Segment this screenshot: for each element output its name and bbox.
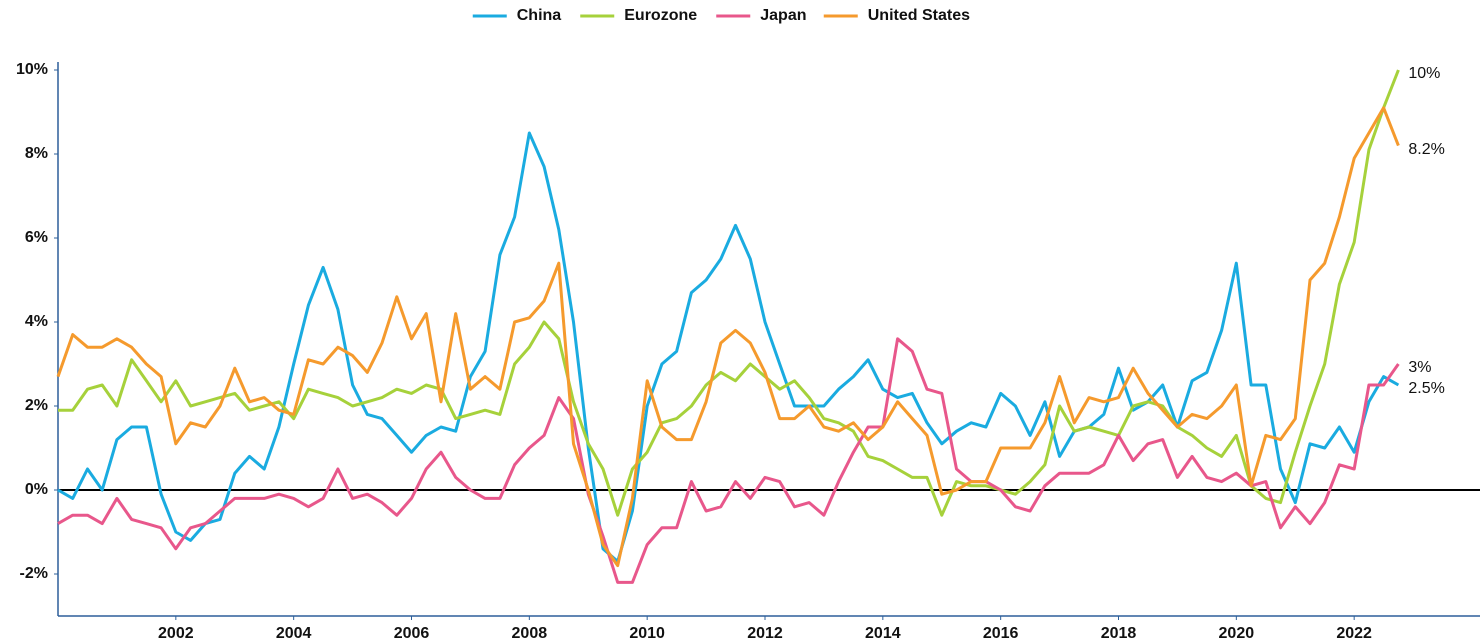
x-tick-label: 2008	[512, 625, 548, 642]
x-tick-label: 2014	[865, 625, 901, 642]
end-label: 2.5%	[1408, 380, 1444, 397]
y-tick-label: 2%	[25, 397, 48, 414]
end-label: 3%	[1408, 359, 1431, 376]
end-label: 10%	[1408, 65, 1440, 82]
end-label: 8.2%	[1408, 141, 1444, 158]
y-tick-label: 6%	[25, 229, 48, 246]
series-line	[58, 69, 1400, 517]
legend-label: Japan	[760, 7, 806, 24]
series-line	[57, 131, 1400, 563]
x-tick-label: 2002	[158, 625, 194, 642]
legend-label: United States	[868, 7, 970, 24]
legend-label: China	[517, 7, 562, 24]
x-tick-label: 2012	[747, 625, 783, 642]
x-tick-label: 2006	[394, 625, 430, 642]
x-tick-label: 2022	[1336, 625, 1372, 642]
x-tick-label: 2004	[276, 625, 312, 642]
series-line	[56, 106, 1400, 568]
x-tick-label: 2016	[983, 625, 1019, 642]
y-tick-label: 10%	[16, 61, 48, 78]
x-tick-label: 2010	[629, 625, 665, 642]
legend-label: Eurozone	[624, 7, 697, 24]
y-tick-label: -2%	[20, 565, 48, 582]
y-tick-label: 8%	[25, 145, 48, 162]
x-tick-label: 2018	[1101, 625, 1137, 642]
y-tick-label: 4%	[25, 313, 48, 330]
series-line	[57, 337, 1400, 584]
x-tick-label: 2020	[1219, 625, 1255, 642]
y-tick-label: 0%	[25, 481, 48, 498]
